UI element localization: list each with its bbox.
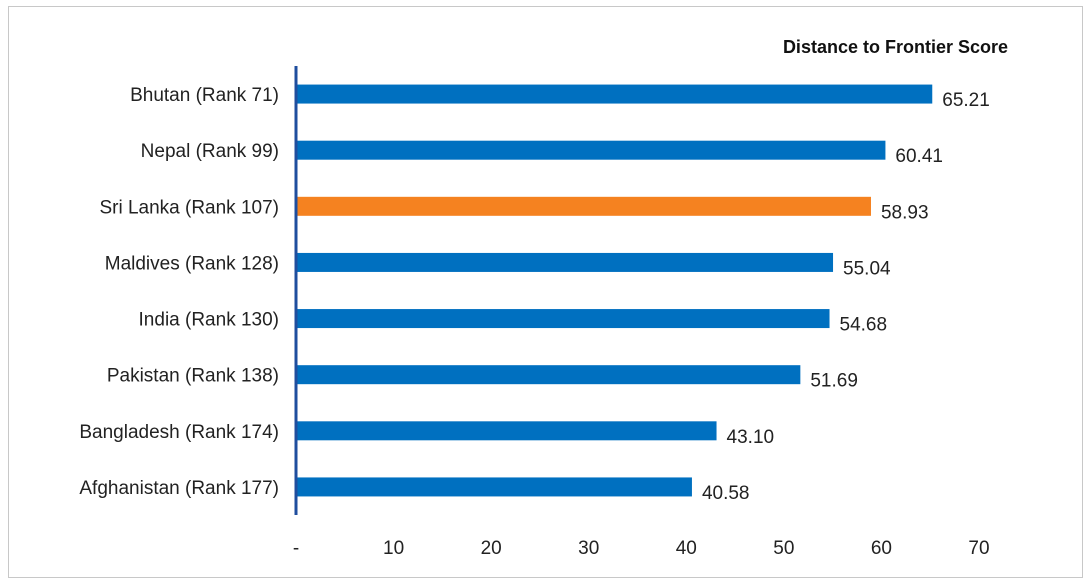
category-label-5: Pakistan (Rank 138) xyxy=(107,366,279,387)
value-label-5: 51.69 xyxy=(810,371,858,392)
value-label-2: 58.93 xyxy=(881,202,929,223)
bar-6 xyxy=(296,421,717,441)
x-tick-labels-group: - 10 20 30 40 50 60 70 xyxy=(293,538,990,559)
x-tick-label-1: 10 xyxy=(383,538,404,559)
bar-7 xyxy=(296,477,692,497)
category-label-3: Maldives (Rank 128) xyxy=(105,253,279,274)
value-label-1: 60.41 xyxy=(895,146,943,167)
value-label-3: 55.04 xyxy=(843,258,891,279)
bar-2 xyxy=(296,196,871,216)
x-tick-label-0: - xyxy=(293,538,299,559)
x-tick-label-7: 70 xyxy=(968,538,989,559)
bar-0 xyxy=(296,84,933,104)
category-label-1: Nepal (Rank 99) xyxy=(141,141,279,162)
value-label-6: 43.10 xyxy=(727,427,775,448)
category-label-7: Afghanistan (Rank 177) xyxy=(79,478,279,499)
category-labels-group: Bhutan (Rank 71) Nepal (Rank 99) Sri Lanka… xyxy=(79,85,279,499)
x-tick-label-2: 20 xyxy=(481,538,502,559)
bar-4 xyxy=(296,309,830,329)
bar-1 xyxy=(296,140,886,160)
category-label-6: Bangladesh (Rank 174) xyxy=(79,422,279,443)
value-label-7: 40.58 xyxy=(702,483,750,504)
value-labels-group: 65.21 60.41 58.93 55.04 54.68 51.69 43.10 40.58 xyxy=(702,90,990,504)
category-label-0: Bhutan (Rank 71) xyxy=(130,85,279,106)
value-label-4: 54.68 xyxy=(840,315,888,336)
category-label-2: Sri Lanka (Rank 107) xyxy=(99,197,279,218)
bars-group xyxy=(296,84,933,497)
value-label-0: 65.21 xyxy=(942,90,990,111)
category-label-4: India (Rank 130) xyxy=(139,310,279,331)
x-tick-label-4: 40 xyxy=(676,538,697,559)
x-tick-label-6: 60 xyxy=(871,538,892,559)
chart-title: Distance to Frontier Score xyxy=(783,37,1008,57)
bar-5 xyxy=(296,365,801,385)
x-tick-label-3: 30 xyxy=(578,538,599,559)
bar-3 xyxy=(296,252,834,272)
x-tick-label-5: 50 xyxy=(773,538,794,559)
